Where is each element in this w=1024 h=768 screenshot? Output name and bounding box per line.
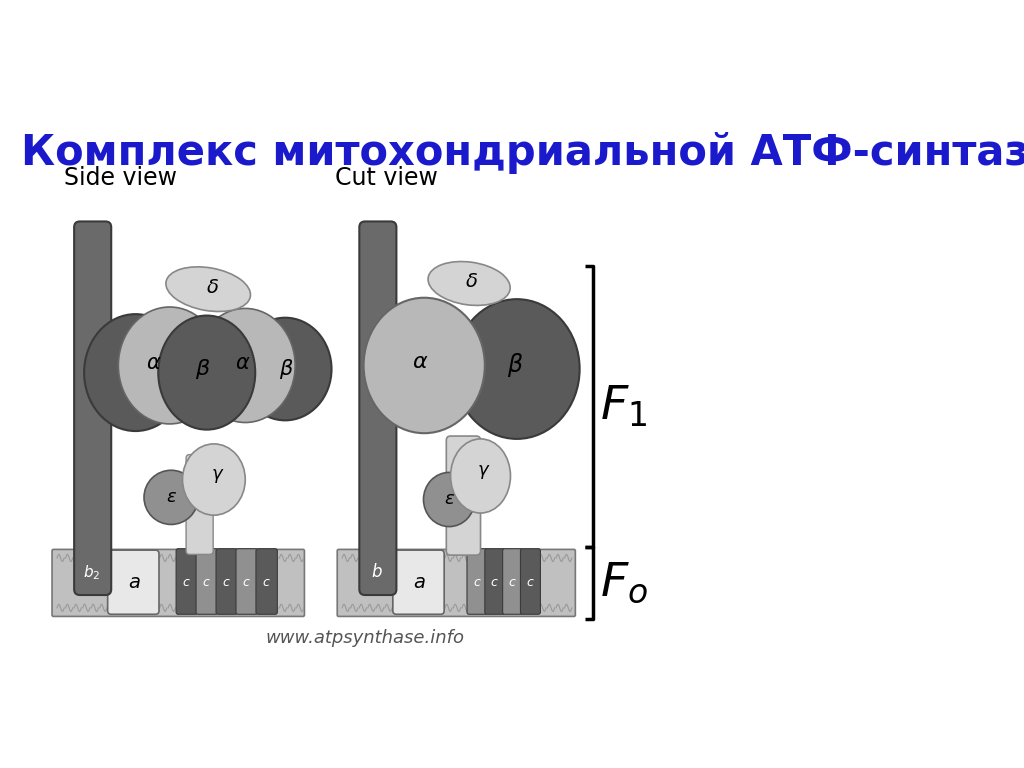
Text: $\beta$: $\beta$	[196, 357, 211, 381]
FancyBboxPatch shape	[186, 455, 213, 554]
Text: Cut view: Cut view	[335, 166, 438, 190]
Text: $c$: $c$	[526, 577, 535, 589]
FancyBboxPatch shape	[256, 548, 278, 614]
FancyBboxPatch shape	[176, 548, 198, 614]
Text: $c$: $c$	[508, 577, 517, 589]
Ellipse shape	[182, 444, 246, 515]
Ellipse shape	[196, 309, 295, 422]
FancyBboxPatch shape	[393, 550, 444, 614]
Text: $F_1$: $F_1$	[600, 384, 647, 429]
Text: $c$: $c$	[473, 577, 481, 589]
Ellipse shape	[424, 472, 475, 527]
FancyBboxPatch shape	[337, 549, 575, 617]
Text: $\delta$: $\delta$	[466, 272, 478, 291]
Text: $a$: $a$	[128, 574, 140, 592]
FancyBboxPatch shape	[520, 548, 541, 614]
Text: www.atpsynthase.info: www.atpsynthase.info	[265, 629, 465, 647]
Text: $c$: $c$	[203, 577, 211, 589]
Text: $c$: $c$	[182, 577, 191, 589]
Text: $\varepsilon$: $\varepsilon$	[443, 491, 455, 508]
Ellipse shape	[239, 318, 332, 420]
Text: $\beta$: $\beta$	[507, 352, 523, 379]
Text: $\varepsilon$: $\varepsilon$	[166, 488, 177, 506]
Text: $\beta$: $\beta$	[280, 357, 294, 381]
Text: $b_2$: $b_2$	[83, 563, 100, 581]
FancyBboxPatch shape	[52, 549, 304, 617]
FancyBboxPatch shape	[446, 436, 480, 555]
Text: $c$: $c$	[243, 577, 251, 589]
Text: Комплекс митохондриальной АТФ-синтазы:: Комплекс митохондриальной АТФ-синтазы:	[22, 131, 1024, 174]
Text: $\alpha$: $\alpha$	[145, 353, 161, 373]
FancyBboxPatch shape	[503, 548, 522, 614]
Text: $\alpha$: $\alpha$	[413, 352, 429, 372]
FancyBboxPatch shape	[196, 548, 217, 614]
Text: $F_o$: $F_o$	[600, 561, 648, 605]
Text: $b$: $b$	[371, 563, 382, 581]
Text: $\gamma$: $\gamma$	[477, 463, 490, 482]
FancyBboxPatch shape	[74, 221, 112, 595]
Text: $c$: $c$	[222, 577, 231, 589]
Ellipse shape	[159, 316, 255, 429]
FancyBboxPatch shape	[359, 221, 396, 595]
Ellipse shape	[428, 262, 510, 306]
Ellipse shape	[451, 439, 511, 513]
FancyBboxPatch shape	[108, 550, 159, 614]
FancyBboxPatch shape	[484, 548, 505, 614]
FancyBboxPatch shape	[467, 548, 487, 614]
Text: $\alpha$: $\alpha$	[234, 353, 250, 373]
Ellipse shape	[119, 307, 221, 424]
Text: $c$: $c$	[262, 577, 271, 589]
FancyBboxPatch shape	[236, 548, 257, 614]
Text: Side view: Side view	[65, 166, 177, 190]
Ellipse shape	[455, 300, 580, 439]
Ellipse shape	[166, 266, 251, 312]
Text: $\gamma$: $\gamma$	[211, 467, 224, 485]
FancyBboxPatch shape	[216, 548, 238, 614]
Ellipse shape	[364, 298, 484, 433]
Text: $c$: $c$	[490, 577, 499, 589]
Ellipse shape	[84, 314, 186, 431]
Text: $\delta$: $\delta$	[206, 277, 219, 296]
Text: $a$: $a$	[413, 574, 426, 592]
Ellipse shape	[144, 470, 199, 525]
